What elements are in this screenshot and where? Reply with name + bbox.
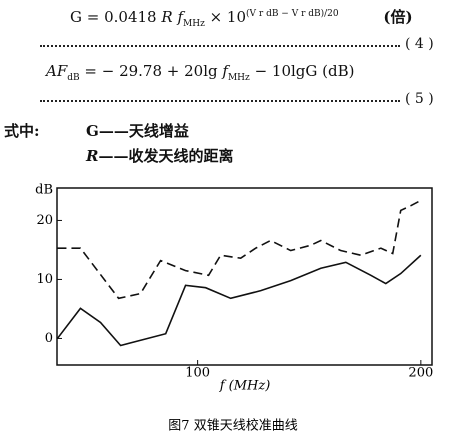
eq-number: ( 5 ) — [405, 91, 434, 107]
where-item: G——天线增益 — [86, 120, 189, 141]
y-tick-label: 10 — [36, 272, 53, 287]
caption: 图7 双锥天线校准曲线 — [168, 418, 297, 434]
eq-text: × 10 — [209, 8, 247, 26]
x-tick-label: 100 — [185, 366, 210, 381]
x-tick-label: 200 — [408, 366, 433, 381]
eq-text: f — [177, 8, 183, 26]
y-axis-label: dB — [35, 183, 53, 198]
y-tick-label: 0 — [45, 331, 53, 346]
equation-4: G = 0.0418 R fMHz × 10(V r dB − V r dB)/… — [70, 6, 413, 29]
eq-sub: dB — [67, 73, 80, 83]
equation-5: AFdB = − 29.78 + 20lg fMHz − 10lgG (dB) — [46, 62, 354, 83]
dotted-leader — [40, 100, 400, 102]
eq-number: ( 4 ) — [405, 36, 434, 52]
y-tick-label: 20 — [36, 213, 53, 228]
symbol: R — [86, 147, 99, 165]
eq-text: − 10lgG (dB) — [254, 62, 355, 80]
eq-sup: (V r dB − V r dB)/20 — [246, 9, 339, 19]
eq-text: f — [222, 62, 228, 80]
where-item: R——收发天线的距离 — [86, 145, 233, 166]
where-label: 式中: — [4, 122, 40, 140]
eq-sub: MHz — [183, 19, 205, 29]
eq-text: AF — [46, 62, 68, 80]
symbol: G — [86, 122, 99, 140]
plot-frame — [56, 187, 433, 366]
data-line — [56, 254, 422, 347]
definition: ——天线增益 — [98, 122, 189, 140]
definition: ——收发天线的距离 — [98, 147, 234, 165]
data-line — [57, 199, 422, 300]
eq-text: = − 29.78 + 20lg — [84, 62, 218, 80]
eq-text: G = 0.0418 — [70, 8, 157, 26]
x-axis-label: f (MHz) — [219, 379, 271, 394]
eq-unit: (倍) — [383, 8, 413, 26]
eq-sub: MHz — [227, 73, 250, 83]
dotted-leader — [40, 45, 400, 47]
eq-text: R — [161, 8, 173, 26]
